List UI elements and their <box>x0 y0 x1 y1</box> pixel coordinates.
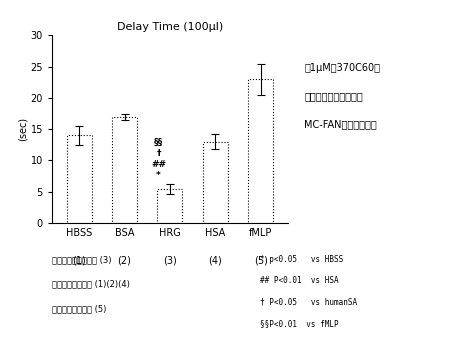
Text: (4): (4) <box>209 256 222 266</box>
Text: 好中球活性化抑制剤 (3): 好中球活性化抑制剤 (3) <box>52 255 111 264</box>
Text: (5): (5) <box>254 256 268 266</box>
Text: §§P<0.01  vs fMLP: §§P<0.01 vs fMLP <box>260 319 338 328</box>
Y-axis label: (sec): (sec) <box>17 117 28 141</box>
Text: ## P<0.01  vs HSA: ## P<0.01 vs HSA <box>260 276 338 285</box>
FancyBboxPatch shape <box>67 136 92 223</box>
Text: †: † <box>156 149 161 158</box>
Text: MC-FANで測定した。: MC-FANで測定した。 <box>304 119 377 130</box>
Text: §§: §§ <box>154 138 163 147</box>
FancyBboxPatch shape <box>248 79 273 223</box>
Text: インキュベーション後: インキュベーション後 <box>304 91 363 101</box>
Text: (2): (2) <box>118 256 132 266</box>
FancyBboxPatch shape <box>203 142 228 223</box>
Text: 陰性コントロール (1)(2)(4): 陰性コントロール (1)(2)(4) <box>52 280 130 289</box>
Text: * p<0.05   vs HBSS: * p<0.05 vs HBSS <box>260 255 343 264</box>
FancyBboxPatch shape <box>158 189 182 223</box>
Text: *: * <box>156 171 161 181</box>
Text: 陽性コントロール (5): 陽性コントロール (5) <box>52 304 106 314</box>
Text: ##: ## <box>151 160 166 169</box>
Text: 冄1μMで370C60分: 冄1μMで370C60分 <box>304 63 380 73</box>
Text: (3): (3) <box>163 256 177 266</box>
Text: (1): (1) <box>72 256 86 266</box>
Title: Delay Time (100μl): Delay Time (100μl) <box>117 22 223 32</box>
Text: † P<0.05   vs humanSA: † P<0.05 vs humanSA <box>260 297 357 307</box>
FancyBboxPatch shape <box>112 117 137 223</box>
